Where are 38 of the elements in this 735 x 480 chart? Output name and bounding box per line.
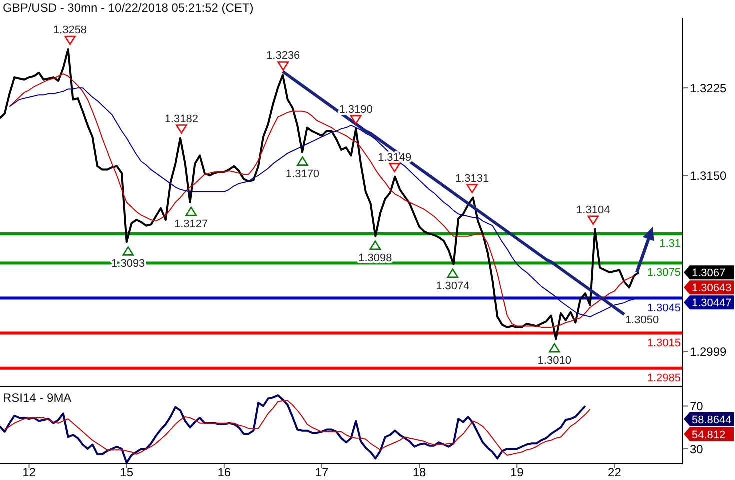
y-tick-label: 1.3150: [690, 168, 728, 183]
y-tick-label: 1.3225: [690, 81, 728, 96]
x-tick-label: 16: [218, 466, 232, 480]
annotation: 1.3093: [112, 258, 146, 270]
ref-line-label: 1.3075: [647, 267, 681, 280]
chart-title: GBP/USD - 30mn - 10/22/2018 05:21:52 (CET): [3, 1, 254, 15]
x-tick-label: 17: [315, 466, 329, 480]
annotation: 1.3127: [174, 218, 208, 230]
x-tick-label: 12: [22, 466, 36, 480]
annotation: 1.3050: [625, 314, 660, 327]
annotation: 1.3010: [538, 355, 572, 368]
y-tick-label: 30: [690, 442, 704, 456]
annotation: 1.3182: [164, 113, 198, 126]
annotation: 1.3098: [358, 252, 392, 264]
y-tick-label: 70: [690, 400, 704, 414]
value-tag: 58.8644: [684, 412, 734, 426]
annotation: 1.3131: [455, 172, 490, 185]
value-tag: 1.30643: [684, 280, 734, 295]
x-tick-label: 18: [412, 466, 427, 480]
x-tick-label: 22: [608, 466, 622, 480]
x-tick-label: 15: [120, 466, 134, 480]
value-tag: 1.3067: [684, 266, 734, 280]
annotation: 1.3258: [53, 24, 88, 37]
annotation: 1.3170: [286, 168, 320, 180]
ref-line-label: 1.3015: [647, 337, 681, 350]
annotation: 1.3074: [436, 280, 470, 292]
x-tick-label: 19: [510, 466, 524, 480]
line-series: [0, 394, 586, 464]
annotation: 1.3190: [339, 104, 373, 116]
ref-line-label: 1.31: [660, 238, 681, 250]
ref-line-label: 1.3045: [647, 302, 681, 314]
annotation: 1.3236: [266, 50, 300, 62]
value-tag: 1.30447: [684, 296, 734, 310]
ref-line-label: 1.2985: [647, 372, 681, 384]
value-tag: 54.812: [684, 427, 734, 442]
chart-title: RSI14 - 9MA: [3, 391, 72, 405]
y-tick-label: 1.2999: [690, 345, 728, 360]
annotation: 1.3104: [576, 204, 610, 216]
